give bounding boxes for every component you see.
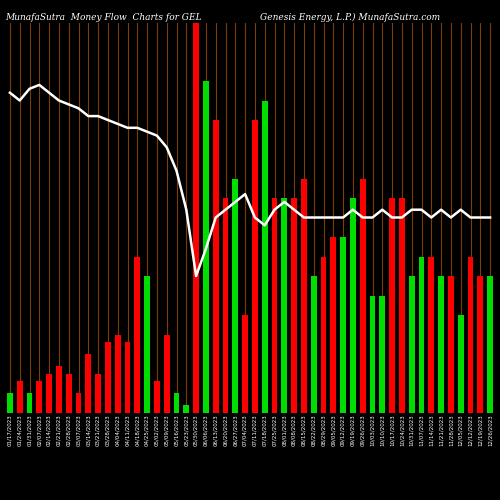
Bar [370, 296, 376, 412]
Bar [301, 178, 307, 412]
Bar [124, 342, 130, 412]
Bar [448, 276, 454, 412]
Bar [399, 198, 405, 412]
Bar [56, 366, 62, 412]
Bar [46, 374, 52, 412]
Bar [242, 315, 248, 412]
Bar [409, 276, 414, 412]
Bar [164, 334, 170, 412]
Bar [389, 198, 395, 412]
Bar [380, 296, 385, 412]
Bar [213, 120, 218, 412]
Bar [252, 120, 258, 412]
Bar [272, 198, 278, 412]
Bar [350, 198, 356, 412]
Bar [232, 178, 238, 412]
Bar [320, 256, 326, 412]
Bar [86, 354, 91, 412]
Bar [340, 237, 346, 412]
Bar [115, 334, 120, 412]
Bar [144, 276, 150, 412]
Bar [193, 22, 199, 412]
Bar [262, 100, 268, 412]
Bar [282, 198, 287, 412]
Bar [134, 256, 140, 412]
Text: MunafaSutra  Money Flow  Charts for GEL: MunafaSutra Money Flow Charts for GEL [5, 12, 202, 22]
Bar [26, 393, 32, 412]
Bar [76, 393, 82, 412]
Bar [17, 382, 22, 412]
Bar [36, 382, 42, 412]
Bar [203, 81, 209, 412]
Bar [418, 256, 424, 412]
Bar [311, 276, 316, 412]
Bar [95, 374, 101, 412]
Bar [7, 393, 13, 412]
Bar [105, 342, 111, 412]
Bar [360, 178, 366, 412]
Text: Genesis Energy, L.P.) MunafaSutra.com: Genesis Energy, L.P.) MunafaSutra.com [260, 12, 440, 22]
Bar [458, 315, 464, 412]
Bar [487, 276, 493, 412]
Bar [291, 198, 297, 412]
Bar [222, 198, 228, 412]
Bar [438, 276, 444, 412]
Bar [184, 404, 189, 412]
Bar [174, 393, 180, 412]
Bar [428, 256, 434, 412]
Bar [66, 374, 71, 412]
Bar [154, 382, 160, 412]
Bar [468, 256, 473, 412]
Bar [478, 276, 483, 412]
Bar [330, 237, 336, 412]
